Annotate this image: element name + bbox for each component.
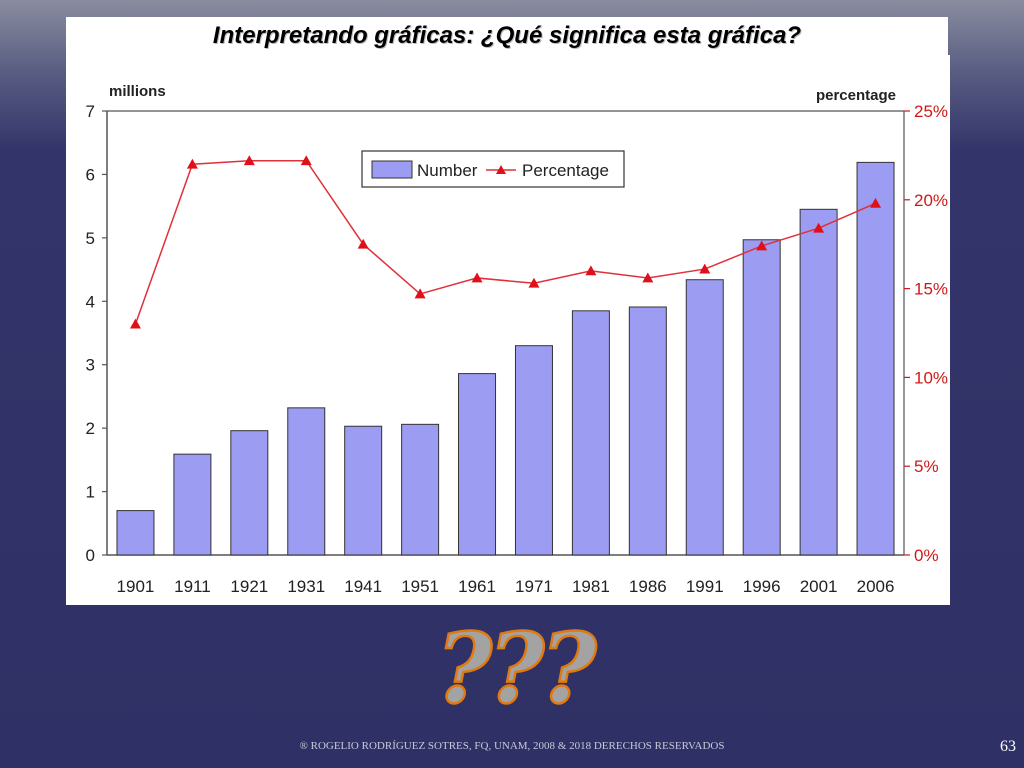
percentage-marker-1901	[129, 318, 141, 329]
right-tick-label: 25%	[914, 102, 948, 121]
left-tick-label: 7	[86, 102, 95, 121]
percentage-marker-1996	[756, 240, 768, 251]
left-tick-label: 3	[86, 356, 95, 375]
bar-1996	[742, 239, 781, 556]
left-tick-label: 4	[86, 292, 95, 311]
bar-1911	[173, 453, 212, 556]
percentage-marker-1986	[642, 272, 654, 283]
x-tick-label: 1971	[515, 577, 553, 596]
chart-panel: 0 1 2 3 4 5 6 7 0% 5% 10% 15% 20% 25% millions percenta…	[66, 55, 950, 605]
bar-1961	[458, 373, 497, 556]
right-tick-label: 0%	[914, 546, 939, 565]
right-tick-label: 5%	[914, 457, 939, 476]
bar-1921	[230, 430, 269, 556]
left-axis-label: millions	[109, 83, 166, 100]
legend-percentage-label: Percentage	[522, 161, 609, 180]
percentage-marker-2006	[870, 197, 882, 208]
question-marks-graphic: ????	[435, 611, 600, 715]
x-tick-label: 1991	[686, 577, 724, 596]
chart: 0 1 2 3 4 5 6 7 0% 5% 10% 15% 20% 25% millions percenta…	[86, 83, 949, 596]
x-tick-label: 1901	[117, 577, 155, 596]
title-box: Interpretando gráficas: ¿Qué significa e…	[66, 17, 948, 55]
legend-number-label: Number	[417, 161, 478, 180]
percentage-marker-2001	[813, 222, 825, 233]
x-tick-label: 1951	[401, 577, 439, 596]
percentage-marker-1931	[300, 155, 312, 166]
percentage-marker-1971	[528, 277, 540, 288]
footer-copyright: ® ROGELIO RODRÍGUEZ SOTRES, FQ, UNAM, 20…	[299, 740, 725, 752]
x-tick-label: 1981	[572, 577, 610, 596]
bar-1971	[514, 345, 553, 556]
left-tick-label: 0	[86, 546, 95, 565]
bar-2006	[856, 161, 895, 556]
slide-title: Interpretando gráficas: ¿Qué significa e…	[212, 22, 802, 49]
percentage-line	[134, 159, 876, 325]
x-tick-label: 1941	[344, 577, 382, 596]
bar-1931	[287, 407, 326, 556]
legend-number-swatch	[371, 160, 413, 179]
bar-1951	[401, 423, 440, 556]
x-tick-label: 2006	[857, 577, 895, 596]
legend-percentage-marker	[496, 165, 506, 174]
page-number: 63	[1000, 738, 1016, 755]
right-tick-label: 15%	[914, 280, 948, 299]
left-tick-label: 1	[86, 483, 95, 502]
right-tick-label: 20%	[914, 191, 948, 210]
percentage-marker-1941	[357, 238, 369, 249]
x-tick-label: 1911	[174, 577, 211, 596]
x-tick-label: 1931	[287, 577, 325, 596]
left-tick-label: 6	[86, 165, 95, 184]
x-tick-label: 1921	[230, 577, 268, 596]
x-tick-label: 1961	[458, 577, 496, 596]
percentage-marker-1991	[699, 263, 711, 274]
bar-1981	[571, 310, 610, 556]
question-marks-text: ????	[436, 612, 600, 715]
x-tick-label: 1996	[743, 577, 781, 596]
bar-1986	[628, 306, 667, 556]
percentage-marker-1921	[243, 155, 255, 166]
x-tick-label: 1986	[629, 577, 667, 596]
bar-2001	[799, 208, 838, 556]
percentage-marker-1981	[585, 265, 597, 276]
percentage-marker-1911	[186, 158, 198, 169]
bar-1991	[685, 279, 724, 556]
bar-1901	[116, 510, 155, 556]
percentage-marker-1951	[414, 288, 426, 299]
bar-1941	[344, 425, 383, 556]
percentage-marker-1961	[471, 272, 483, 283]
left-tick-label: 2	[86, 419, 95, 438]
left-tick-label: 5	[86, 229, 95, 248]
right-axis-label: percentage	[816, 87, 896, 104]
right-tick-label: 10%	[914, 368, 948, 387]
x-tick-label: 2001	[800, 577, 838, 596]
